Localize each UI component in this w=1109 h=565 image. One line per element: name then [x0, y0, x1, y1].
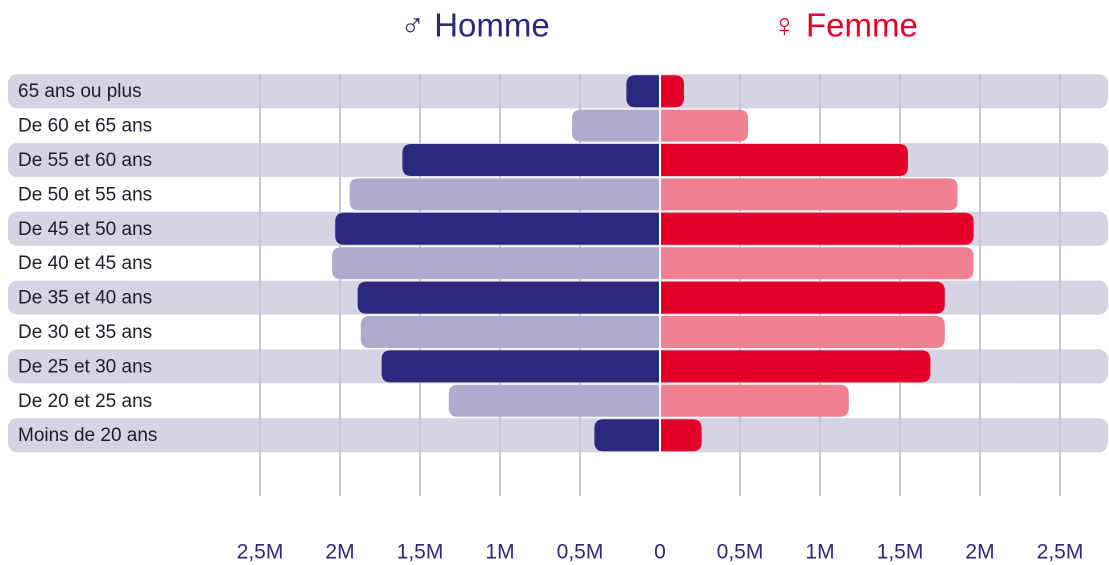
bar: [660, 212, 974, 245]
x-tick-label: 2,5M: [237, 541, 284, 564]
x-tick-label: 0,5M: [557, 541, 604, 564]
bar: [626, 75, 660, 108]
bar: [660, 75, 684, 108]
bar: [660, 316, 945, 348]
x-tick-label: 0: [654, 541, 666, 564]
bar: [572, 109, 660, 142]
bar: [660, 281, 945, 314]
bar: [402, 144, 660, 176]
bar: [660, 247, 974, 280]
bar: [360, 316, 660, 348]
y-tick-label: De 55 et 60 ans: [18, 150, 152, 171]
x-tick-label: 1,5M: [397, 541, 444, 564]
bar: [660, 144, 908, 176]
y-tick-label: De 40 et 45 ans: [18, 253, 152, 274]
x-tick-label: 1M: [805, 541, 834, 564]
legend-label: ♂ Homme: [400, 7, 549, 44]
bar: [594, 419, 660, 452]
bar: [448, 384, 660, 417]
y-tick-label: 65 ans ou plus: [18, 81, 142, 102]
bar: [332, 247, 660, 280]
bar: [660, 384, 849, 417]
bar: [660, 178, 958, 211]
bar: [660, 350, 931, 383]
y-tick-label: Moins de 20 ans: [18, 425, 157, 446]
y-tick-label: De 30 et 35 ans: [18, 322, 152, 343]
row-band: [8, 418, 1108, 453]
x-tick-label: 2M: [965, 541, 994, 564]
x-tick-label: 2,5M: [1037, 541, 1084, 564]
bar: [660, 109, 748, 142]
y-tick-label: De 50 et 55 ans: [18, 184, 152, 205]
bar: [335, 212, 660, 245]
x-tick-label: 2M: [325, 541, 354, 564]
bar: [381, 350, 660, 383]
x-tick-label: 1,5M: [877, 541, 924, 564]
bar: [660, 419, 702, 452]
legend-label: ♀ Femme: [772, 7, 918, 44]
y-tick-label: De 45 et 50 ans: [18, 219, 152, 240]
y-tick-label: De 25 et 30 ans: [18, 356, 152, 377]
row-band: [8, 74, 1108, 109]
x-tick-label: 1M: [485, 541, 514, 564]
x-tick-label: 0,5M: [717, 541, 764, 564]
y-tick-label: De 20 et 25 ans: [18, 391, 152, 412]
bar: [357, 281, 660, 314]
y-tick-label: De 35 et 40 ans: [18, 288, 152, 309]
y-tick-label: De 60 et 65 ans: [18, 116, 152, 137]
bar: [349, 178, 660, 211]
